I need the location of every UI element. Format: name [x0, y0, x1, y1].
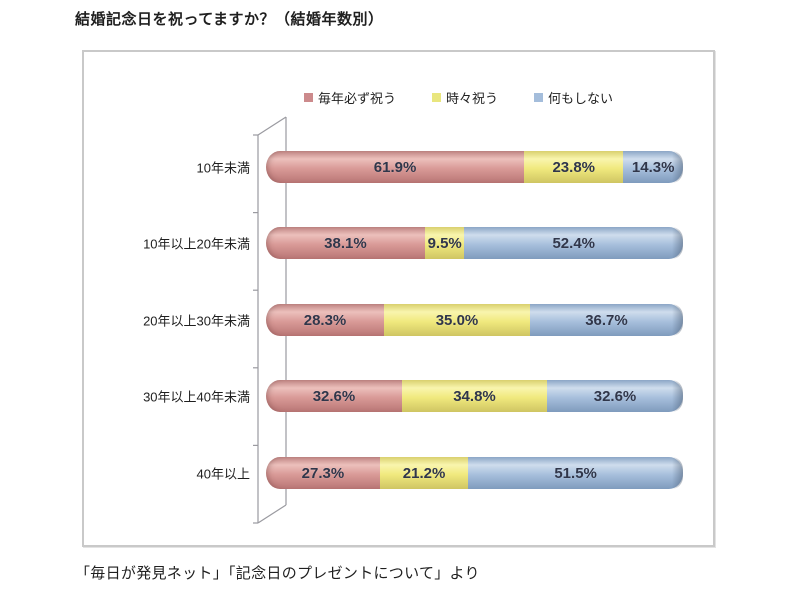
legend: 毎年必ず祝う 時々祝う 何もしない [304, 88, 613, 107]
bar-row-1: 10年以上20年未満 38.1% 9.5% 52.4% [84, 227, 713, 259]
bottom-depth-line [257, 504, 287, 524]
segment-時々祝う: 9.5% [424, 227, 465, 259]
legend-swatch-icon [534, 93, 544, 102]
value-label: 35.0% [435, 311, 479, 329]
value-label: 32.6% [312, 387, 356, 405]
segment-何もしない: 14.3% [623, 151, 683, 183]
legend-item-1: 時々祝う [432, 88, 498, 107]
legend-label: 毎年必ず祝う [318, 91, 397, 106]
value-label: 14.3% [631, 158, 675, 176]
chart-frame: 毎年必ず祝う 時々祝う 何もしない 10年未満 61.9% 23.8% 14.3% 10年以… [82, 50, 715, 547]
stacked-bar-2: 28.3% 35.0% 36.7% [266, 304, 684, 336]
value-label: 51.5% [554, 464, 597, 482]
value-label: 27.3% [301, 464, 345, 482]
bar-row-0: 10年未満 61.9% 23.8% 14.3% [84, 151, 713, 183]
segment-毎年必ず祝う: 61.9% [266, 151, 525, 183]
chart-title: 結婚記念日を祝ってますか？（結婚年数別） [75, 11, 384, 28]
segment-時々祝う: 34.8% [401, 380, 548, 412]
category-label: 20年以上30年未満 [143, 313, 250, 329]
legend-swatch-icon [304, 93, 313, 102]
legend-item-0: 毎年必ず祝う [304, 88, 396, 107]
segment-時々祝う: 21.2% [379, 457, 469, 489]
segment-毎年必ず祝う: 27.3% [266, 457, 380, 489]
legend-item-2: 何もしない [534, 88, 613, 107]
stacked-bar-0: 61.9% 23.8% 14.3% [266, 151, 683, 183]
stacked-bar-4: 27.3% 21.2% 51.5% [266, 457, 683, 489]
segment-毎年必ず祝う: 38.1% [266, 227, 425, 259]
segment-何もしない: 32.6% [547, 380, 683, 412]
segment-毎年必ず祝う: 32.6% [266, 380, 402, 412]
value-label: 34.8% [453, 387, 496, 405]
source-note: 「毎日が発見ネット」「記念日のプレゼントについて」より [75, 565, 480, 582]
segment-時々祝う: 23.8% [524, 151, 624, 183]
segment-何もしない: 52.4% [464, 227, 683, 259]
value-label: 23.8% [552, 158, 596, 176]
value-label: 52.4% [552, 234, 596, 252]
stacked-bar-1: 38.1% 9.5% 52.4% [266, 227, 683, 259]
category-label: 30年以上40年未満 [143, 389, 250, 405]
bar-row-3: 30年以上40年未満 32.6% 34.8% 32.6% [84, 380, 713, 412]
stacked-bar-3: 32.6% 34.8% 32.6% [266, 380, 683, 412]
value-label: 28.3% [303, 311, 347, 329]
legend-swatch-icon [432, 93, 442, 102]
segment-毎年必ず祝う: 28.3% [266, 304, 385, 336]
value-label: 36.7% [585, 311, 628, 329]
category-label: 40年以上 [196, 466, 250, 482]
category-label: 10年未満 [196, 160, 250, 176]
legend-label: 時々祝う [446, 91, 499, 106]
segment-時々祝う: 35.0% [384, 304, 530, 336]
segment-何もしない: 51.5% [468, 457, 683, 489]
legend-label: 何もしない [548, 91, 614, 106]
segment-何もしない: 36.7% [529, 304, 684, 336]
value-label: 61.9% [373, 158, 417, 176]
value-label: 32.6% [593, 387, 637, 405]
value-label: 21.2% [402, 464, 446, 482]
bar-row-4: 40年以上 27.3% 21.2% 51.5% [84, 457, 713, 489]
category-label: 10年以上20年未満 [143, 236, 250, 252]
top-depth-line [257, 116, 287, 136]
value-label: 38.1% [324, 234, 367, 252]
bar-row-2: 20年以上30年未満 28.3% 35.0% 36.7% [84, 304, 713, 336]
value-label: 9.5% [427, 234, 462, 252]
